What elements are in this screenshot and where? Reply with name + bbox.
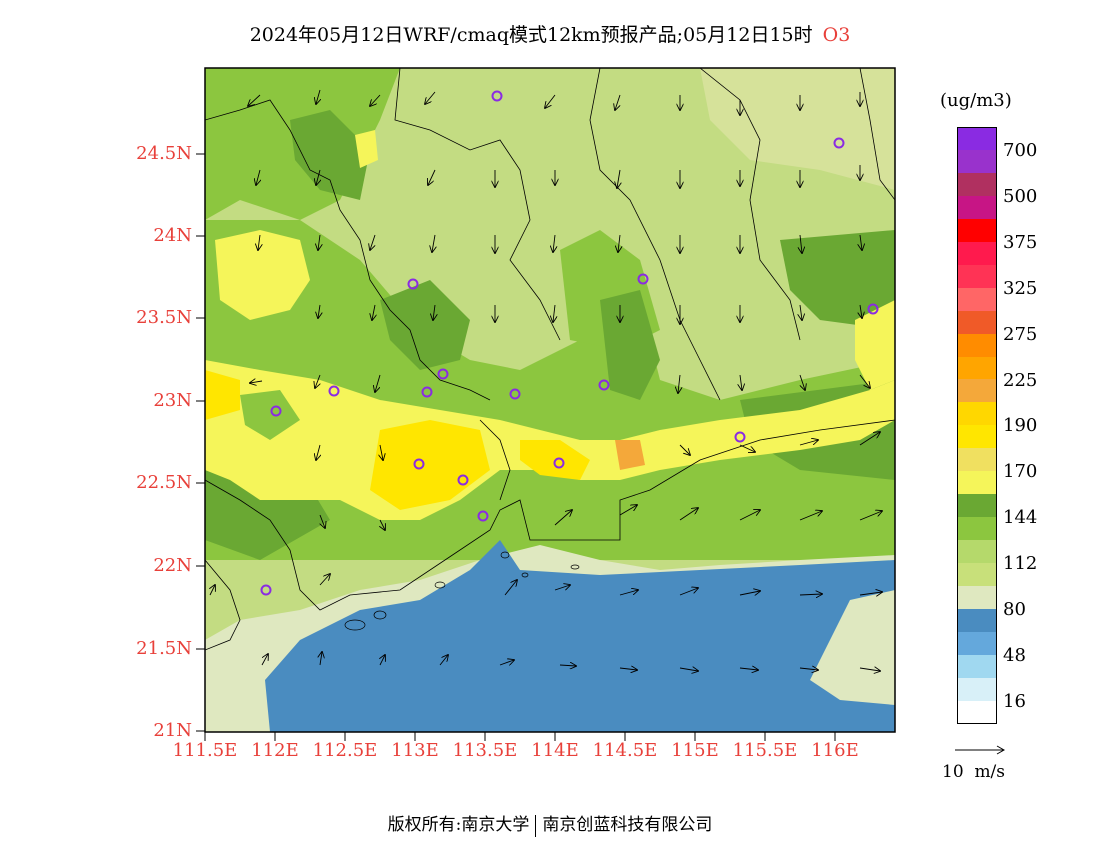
colorbar: [957, 127, 997, 724]
colorbar-segment: [957, 517, 997, 541]
colorbar-segment: [957, 127, 997, 150]
wind-reference-arrow: [955, 745, 1006, 755]
y-tick-label: 24N: [153, 225, 192, 246]
pollutant-label: O3: [822, 24, 851, 46]
colorbar-label: 144: [1003, 507, 1038, 529]
x-tick-label: 114E: [531, 740, 579, 761]
x-tick-label: 115E: [671, 740, 719, 761]
colorbar-segment: [957, 654, 997, 678]
x-tick-label: 116E: [811, 740, 859, 761]
colorbar-segment: [957, 195, 997, 219]
colorbar-segment: [957, 448, 997, 472]
colorbar-label: 16: [1003, 690, 1026, 712]
colorbar-segment: [957, 631, 997, 655]
colorbar-segment: [957, 586, 997, 610]
colorbar-segment: [957, 700, 997, 724]
colorbar-segment: [957, 333, 997, 357]
colorbar-segment: [957, 677, 997, 701]
map-title: 2024年05月12日WRF/cmaq模式12km预报产品;05月12日15时 O…: [0, 20, 1100, 47]
colorbar-label: 325: [1003, 277, 1038, 299]
x-tick-label: 113.5E: [452, 740, 518, 761]
y-tick-label: 23N: [153, 390, 192, 411]
colorbar-label: 48: [1003, 644, 1026, 666]
colorbar-label: 375: [1003, 231, 1038, 253]
x-tick-label: 113E: [391, 740, 439, 761]
colorbar-segment: [957, 218, 997, 242]
x-tick-label: 114.5E: [592, 740, 658, 761]
colorbar-segment: [957, 471, 997, 495]
y-tick-label: 21N: [153, 720, 192, 741]
colorbar-segment: [957, 310, 997, 334]
x-tick-label: 112.5E: [312, 740, 378, 761]
colorbar-label: 190: [1003, 415, 1038, 437]
colorbar-segment: [957, 494, 997, 518]
colorbar-label: 275: [1003, 323, 1038, 345]
x-tick-label: 115.5E: [732, 740, 798, 761]
colorbar-segment: [957, 609, 997, 632]
x-tick-label: 111.5E: [172, 740, 238, 761]
colorbar-segment: [957, 379, 997, 403]
colorbar-segment: [957, 356, 997, 380]
colorbar-label: 225: [1003, 369, 1038, 391]
colorbar-segment: [957, 172, 997, 196]
colorbar-label: 80: [1003, 599, 1026, 620]
colorbar-segment: [957, 149, 997, 173]
y-tick-label: 23.5N: [136, 307, 192, 328]
title-text: 2024年05月12日WRF/cmaq模式12km预报产品;05月12日15时: [249, 24, 813, 46]
y-tick-label: 21.5N: [136, 638, 192, 659]
footer-divider: [535, 814, 537, 837]
y-tick-label: 24.5N: [136, 143, 192, 164]
copyright-left: 版权所有:南京大学: [387, 815, 530, 835]
y-tick-label: 22N: [153, 555, 192, 576]
colorbar-segment: [957, 264, 997, 288]
colorbar-segment: [957, 425, 997, 449]
colorbar-segment: [957, 402, 997, 426]
copyright-right: 南京创蓝科技有限公司: [542, 815, 713, 835]
units-label: (ug/m3): [940, 90, 1012, 111]
colorbar-label: 170: [1003, 461, 1038, 483]
y-tick-label: 22.5N: [136, 472, 192, 493]
copyright-footer: 版权所有:南京大学 南京创蓝科技有限公司: [0, 810, 1100, 837]
colorbar-label: 112: [1003, 553, 1038, 575]
colorbar-segment: [957, 241, 997, 265]
colorbar-segment: [957, 563, 997, 587]
colorbar-segment: [957, 287, 997, 311]
colorbar-segment: [957, 540, 997, 564]
x-tick-label: 112E: [251, 740, 299, 761]
wind-scale-label: 10 m/s: [942, 762, 1006, 782]
map-frame: [204, 67, 896, 733]
colorbar-label: 500: [1003, 185, 1038, 207]
colorbar-label: 700: [1003, 140, 1038, 161]
